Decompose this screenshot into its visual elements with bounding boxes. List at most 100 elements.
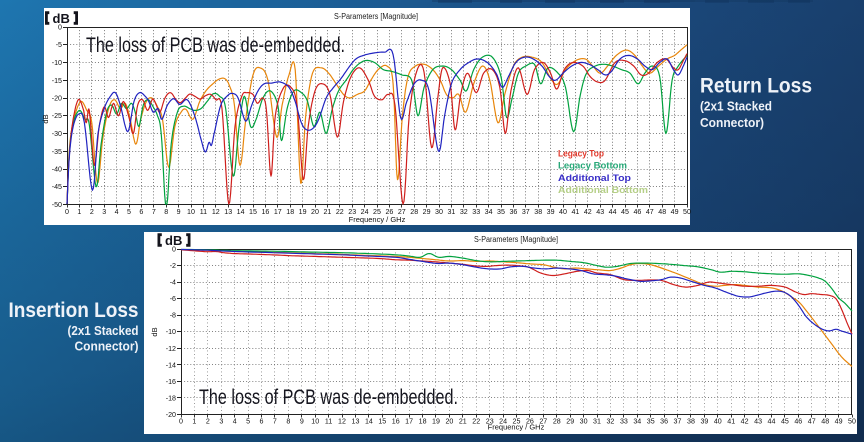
svg-text:S-Parameters [Magnitude]: S-Parameters [Magnitude] bbox=[474, 235, 558, 244]
svg-text:12: 12 bbox=[212, 208, 220, 216]
svg-text:7: 7 bbox=[273, 418, 277, 426]
svg-text:18: 18 bbox=[286, 208, 294, 216]
svg-text:12: 12 bbox=[338, 418, 346, 426]
svg-text:-6: -6 bbox=[170, 295, 176, 303]
svg-text:20: 20 bbox=[445, 418, 453, 426]
svg-text:0: 0 bbox=[179, 418, 183, 426]
svg-text:3: 3 bbox=[219, 418, 223, 426]
svg-text:28: 28 bbox=[410, 208, 418, 216]
svg-text:41: 41 bbox=[571, 208, 579, 216]
svg-text:15: 15 bbox=[249, 208, 257, 216]
svg-text:30: 30 bbox=[435, 208, 443, 216]
svg-text:35: 35 bbox=[497, 208, 505, 216]
svg-text:5: 5 bbox=[127, 208, 131, 216]
svg-text:-8: -8 bbox=[170, 312, 176, 320]
svg-text:-45: -45 bbox=[52, 183, 62, 191]
svg-text:39: 39 bbox=[547, 208, 555, 216]
svg-text:36: 36 bbox=[509, 208, 517, 216]
svg-text:-5: -5 bbox=[56, 41, 62, 49]
svg-text:44: 44 bbox=[768, 418, 776, 426]
svg-text:-40: -40 bbox=[52, 166, 62, 174]
svg-text:S-Parameters [Magnitude]: S-Parameters [Magnitude] bbox=[334, 12, 418, 21]
svg-text:9: 9 bbox=[177, 208, 181, 216]
svg-text:25: 25 bbox=[373, 208, 381, 216]
svg-text:19: 19 bbox=[299, 208, 307, 216]
svg-text:35: 35 bbox=[647, 418, 655, 426]
svg-text:Additional Bottom: Additional Bottom bbox=[558, 185, 648, 195]
svg-text:The loss of PCB was de-embedde: The loss of PCB was de-embedded. bbox=[86, 34, 345, 57]
svg-text:-18: -18 bbox=[166, 394, 176, 402]
svg-text:24: 24 bbox=[499, 418, 507, 426]
svg-text:Connector): Connector) bbox=[75, 339, 139, 354]
svg-text:6: 6 bbox=[260, 418, 264, 426]
svg-text:43: 43 bbox=[754, 418, 762, 426]
svg-text:23: 23 bbox=[348, 208, 356, 216]
svg-text:Additional Top: Additional Top bbox=[558, 173, 631, 183]
svg-text:23: 23 bbox=[486, 418, 494, 426]
svg-text:-10: -10 bbox=[52, 59, 62, 67]
svg-text:13: 13 bbox=[352, 418, 360, 426]
svg-text:Frequency / GHz: Frequency / GHz bbox=[349, 215, 406, 224]
svg-text:46: 46 bbox=[794, 418, 802, 426]
svg-text:36: 36 bbox=[660, 418, 668, 426]
svg-text:Insertion Loss: Insertion Loss bbox=[9, 299, 139, 322]
svg-text:-35: -35 bbox=[52, 148, 62, 156]
svg-text:1: 1 bbox=[77, 208, 81, 216]
svg-text:19: 19 bbox=[432, 418, 440, 426]
svg-text:3: 3 bbox=[102, 208, 106, 216]
svg-text:31: 31 bbox=[447, 208, 455, 216]
svg-text:Return Loss: Return Loss bbox=[700, 75, 812, 98]
svg-text:16: 16 bbox=[392, 418, 400, 426]
svg-text:33: 33 bbox=[620, 418, 628, 426]
svg-text:20: 20 bbox=[311, 208, 319, 216]
svg-text:1: 1 bbox=[192, 418, 196, 426]
svg-text:39: 39 bbox=[700, 418, 708, 426]
svg-text:4: 4 bbox=[233, 418, 237, 426]
svg-text:32: 32 bbox=[606, 418, 614, 426]
svg-text:-50: -50 bbox=[52, 201, 62, 209]
svg-text:7: 7 bbox=[152, 208, 156, 216]
svg-text:27: 27 bbox=[539, 418, 547, 426]
svg-text:29: 29 bbox=[423, 208, 431, 216]
svg-text:2: 2 bbox=[90, 208, 94, 216]
svg-text:22: 22 bbox=[472, 418, 480, 426]
svg-text:dB: dB bbox=[165, 233, 182, 248]
svg-text:-15: -15 bbox=[52, 77, 62, 85]
svg-text:0: 0 bbox=[58, 24, 62, 32]
svg-text:41: 41 bbox=[727, 418, 735, 426]
svg-text:29: 29 bbox=[566, 418, 574, 426]
svg-text:Connector): Connector) bbox=[700, 115, 764, 130]
svg-text:27: 27 bbox=[398, 208, 406, 216]
svg-text:21: 21 bbox=[459, 418, 467, 426]
svg-text:49: 49 bbox=[835, 418, 843, 426]
svg-text:46: 46 bbox=[633, 208, 641, 216]
svg-text:40: 40 bbox=[714, 418, 722, 426]
svg-text:49: 49 bbox=[671, 208, 679, 216]
svg-text:17: 17 bbox=[274, 208, 282, 216]
svg-text:30: 30 bbox=[580, 418, 588, 426]
svg-text:38: 38 bbox=[534, 208, 542, 216]
svg-text:50: 50 bbox=[848, 418, 856, 426]
svg-text:0: 0 bbox=[172, 246, 176, 254]
svg-text:-12: -12 bbox=[166, 345, 176, 353]
svg-text:6: 6 bbox=[139, 208, 143, 216]
svg-text:5: 5 bbox=[246, 418, 250, 426]
svg-text:34: 34 bbox=[485, 208, 493, 216]
svg-text:13: 13 bbox=[224, 208, 232, 216]
svg-text:14: 14 bbox=[365, 418, 373, 426]
svg-text:32: 32 bbox=[460, 208, 468, 216]
svg-text:24: 24 bbox=[361, 208, 369, 216]
svg-text:-2: -2 bbox=[170, 262, 176, 270]
svg-text:42: 42 bbox=[741, 418, 749, 426]
svg-text:28: 28 bbox=[553, 418, 561, 426]
svg-text:50: 50 bbox=[683, 208, 691, 216]
svg-text:-30: -30 bbox=[52, 130, 62, 138]
svg-text:14: 14 bbox=[237, 208, 245, 216]
svg-text:10: 10 bbox=[311, 418, 319, 426]
svg-text:37: 37 bbox=[522, 208, 530, 216]
svg-text:48: 48 bbox=[658, 208, 666, 216]
svg-text:44: 44 bbox=[609, 208, 617, 216]
svg-text:The loss of PCB was de-embedde: The loss of PCB was de-embedded. bbox=[199, 386, 458, 409]
svg-text:31: 31 bbox=[593, 418, 601, 426]
svg-text:33: 33 bbox=[472, 208, 480, 216]
